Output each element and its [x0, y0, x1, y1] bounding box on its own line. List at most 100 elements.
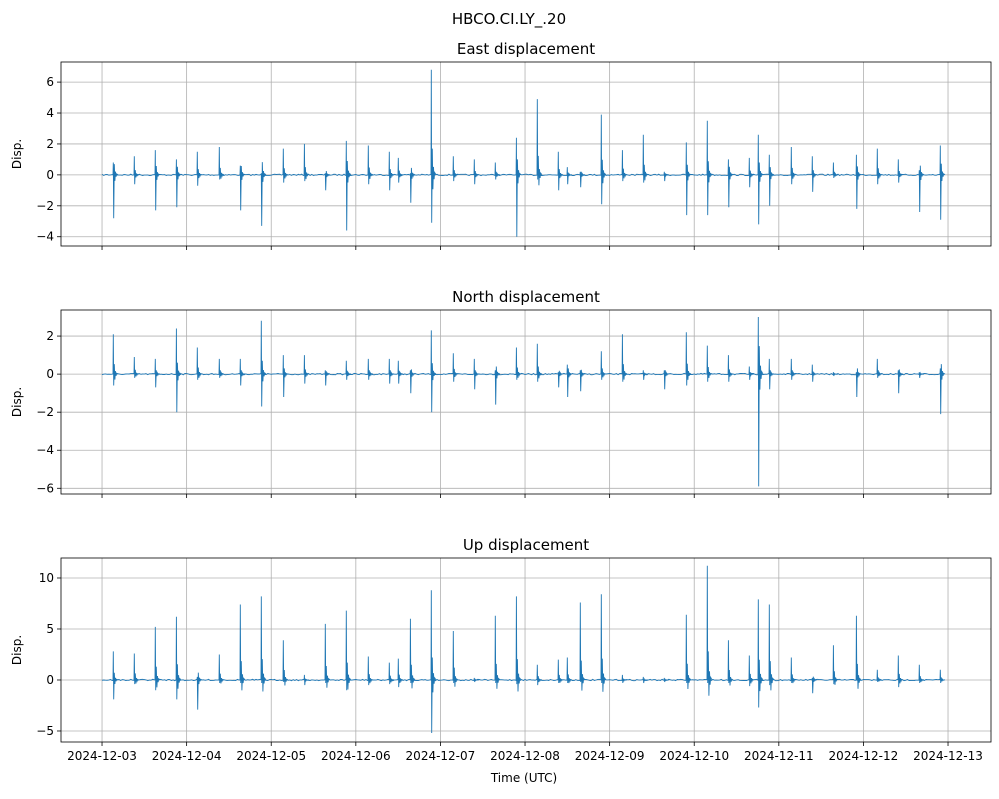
up-spike — [494, 615, 501, 689]
up-spike — [876, 669, 883, 683]
north-spike — [515, 347, 522, 380]
up-y-tick-label: 0 — [46, 673, 54, 687]
up-spike — [939, 669, 946, 684]
east-y-tick-label: −2 — [36, 199, 54, 213]
x-tick-label: 2024-12-11 — [744, 749, 814, 763]
up-spike — [566, 657, 573, 684]
north-spike — [768, 358, 775, 390]
up-y-tick-label: 5 — [46, 622, 54, 636]
up-spike — [218, 654, 225, 684]
east-spike — [897, 159, 904, 183]
up-spike — [811, 676, 818, 694]
figure-suptitle: HBCO.CI.LY_.20 — [452, 10, 566, 29]
x-tick-label: 2024-12-13 — [913, 749, 983, 763]
north-spike — [663, 370, 670, 390]
east-spike — [388, 151, 395, 191]
up-spike — [757, 599, 764, 708]
up-spike — [621, 674, 628, 684]
north-spike — [409, 369, 416, 394]
east-spike — [706, 120, 713, 216]
north-spike — [876, 358, 883, 378]
north-y-tick-label: 0 — [46, 367, 54, 381]
east-spike — [536, 99, 543, 186]
x-tick-label: 2024-12-12 — [829, 749, 899, 763]
north-y-tick-label: 2 — [46, 329, 54, 343]
north-spike — [566, 364, 573, 398]
up-spike — [685, 614, 692, 690]
east-spike — [430, 69, 437, 223]
north-y-tick-label: −2 — [36, 405, 54, 419]
up-spike — [918, 664, 925, 684]
east-spike — [768, 154, 775, 206]
east-spike — [154, 150, 161, 211]
up-axes-frame — [60, 557, 992, 743]
east-spike — [811, 156, 818, 192]
north-spike — [397, 360, 404, 384]
north-spike — [855, 368, 862, 398]
north-spike — [706, 345, 713, 382]
east-spike — [133, 156, 140, 185]
north-spike — [557, 370, 564, 388]
north-axes-frame — [60, 309, 992, 495]
x-tick-label: 2024-12-06 — [321, 749, 391, 763]
east-spike — [727, 159, 734, 208]
x-tick-label: 2024-12-04 — [152, 749, 222, 763]
east-panel-title: East displacement — [457, 40, 595, 58]
north-spike — [112, 334, 119, 386]
east-y-axis-label: Disp. — [10, 139, 24, 169]
north-spike — [748, 366, 755, 380]
up-spike — [768, 604, 775, 691]
east-spike — [876, 148, 883, 185]
x-tick-label: 2024-12-08 — [490, 749, 560, 763]
north-spike — [621, 334, 628, 382]
north-spike — [282, 355, 289, 398]
up-spike — [196, 672, 203, 710]
north-spike — [367, 358, 374, 380]
north-spike — [388, 358, 395, 384]
north-spike — [790, 358, 797, 380]
up-spike — [388, 662, 395, 685]
east-spike — [303, 143, 310, 182]
east-y-tick-label: 2 — [46, 137, 54, 151]
up-spike — [536, 664, 543, 686]
east-spike — [239, 165, 246, 211]
up-spike — [663, 677, 670, 683]
east-spike — [218, 146, 225, 180]
up-spike — [430, 590, 437, 734]
up-spike — [154, 626, 161, 691]
up-spike — [175, 616, 182, 700]
up-spike — [367, 656, 374, 686]
north-spike — [452, 353, 459, 382]
x-tick-label: 2024-12-05 — [236, 749, 306, 763]
east-spike — [757, 134, 764, 225]
east-spike — [196, 151, 203, 186]
north-spike — [324, 370, 331, 386]
up-spike — [345, 610, 352, 691]
north-spike — [897, 369, 904, 394]
north-spike — [303, 355, 310, 384]
up-spike — [515, 596, 522, 692]
east-spike — [324, 170, 331, 191]
north-spike — [685, 332, 692, 386]
east-spike — [282, 148, 289, 183]
up-spike — [790, 657, 797, 684]
up-spike — [260, 596, 267, 692]
x-axis-label: Time (UTC) — [490, 771, 557, 785]
up-spike — [452, 630, 459, 687]
up-spike — [579, 602, 586, 691]
east-spike — [642, 134, 649, 183]
x-tick-label: 2024-12-10 — [659, 749, 729, 763]
north-spike — [175, 328, 182, 413]
north-y-tick-label: −6 — [36, 481, 54, 495]
up-spike — [239, 604, 246, 691]
north-y-tick-label: −4 — [36, 443, 54, 457]
up-spike — [897, 655, 904, 688]
north-spike — [727, 355, 734, 382]
up-spike — [832, 645, 839, 685]
east-spike — [566, 167, 573, 185]
up-spike — [600, 594, 607, 692]
up-spike — [642, 676, 649, 684]
up-y-tick-label: 10 — [39, 571, 54, 585]
north-spike — [600, 351, 607, 380]
